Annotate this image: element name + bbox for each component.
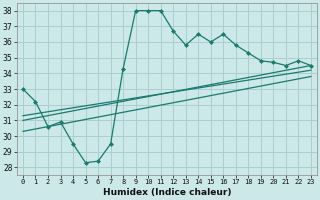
X-axis label: Humidex (Indice chaleur): Humidex (Indice chaleur) bbox=[103, 188, 231, 197]
